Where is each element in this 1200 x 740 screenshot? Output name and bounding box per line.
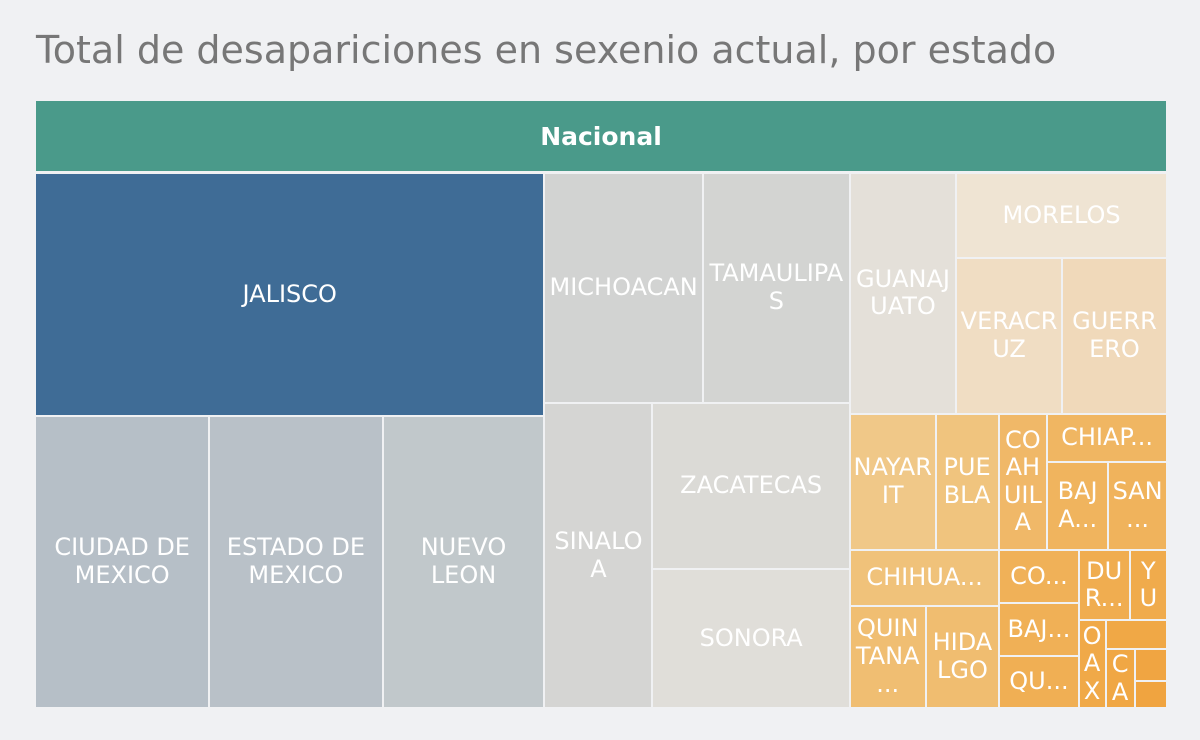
- tile: GUERRERO: [1062, 258, 1166, 413]
- tile: JALISCO: [36, 174, 544, 416]
- tile-label: SONORA: [699, 623, 803, 652]
- tile-label: HIDALGO: [932, 628, 993, 684]
- tile: COAHUILA: [999, 414, 1047, 549]
- tile-label: COAHUILA: [1003, 425, 1042, 537]
- tile-label: MICHOACAN: [549, 273, 698, 302]
- tile: OAX: [1079, 621, 1105, 707]
- tile: GUANAJUATO: [850, 174, 956, 413]
- treemap: JALISCO CIUDAD DE MEXICO ESTADO DE MEXICO N…: [35, 173, 1167, 708]
- tile: [1135, 650, 1166, 680]
- tile: VERACRUZ: [957, 258, 1061, 413]
- tile-label: MORELOS: [1002, 200, 1121, 229]
- tile: QU...: [1000, 656, 1078, 707]
- tile-label: JALISCO: [242, 279, 337, 308]
- tile: MICHOACAN: [545, 174, 702, 403]
- tile: PUEBLA: [936, 414, 998, 549]
- tile: NAYARIT: [850, 414, 935, 549]
- tile: [1106, 621, 1166, 649]
- tile: NUEVO LEON: [383, 417, 544, 707]
- tile: HIDALGO: [926, 606, 999, 707]
- tile-label: ESTADO DE MEXICO: [226, 533, 366, 590]
- tile: QUINTANA...: [850, 606, 925, 707]
- tile: SAN...: [1109, 463, 1166, 549]
- tile: YU: [1130, 550, 1166, 620]
- chart-title: Total de desapariciones en sexenio actua…: [36, 28, 1057, 72]
- tile-label: OAX: [1082, 621, 1102, 706]
- tile: BAJ...: [1000, 604, 1078, 655]
- tile-label: CIUDAD DE MEXICO: [54, 533, 190, 590]
- tile-label: SAN...: [1112, 477, 1163, 533]
- tile-label: YU: [1139, 556, 1158, 613]
- tile-label: VERACRUZ: [960, 307, 1058, 363]
- tile: TAMAULIPAS: [703, 174, 849, 403]
- tile-label: BAJA...: [1057, 477, 1098, 533]
- tile-label: GUERRERO: [1072, 307, 1157, 363]
- tile-label: CO...: [1010, 561, 1068, 590]
- tile-label: QUINTANA...: [855, 614, 920, 698]
- tile: SINALOA: [545, 404, 652, 707]
- tile: CA: [1106, 650, 1134, 707]
- tile: BAJA...: [1048, 463, 1108, 549]
- tile-label: DUR...: [1084, 556, 1124, 613]
- tile: CO...: [1000, 550, 1078, 603]
- tile-label: TAMAULIPAS: [709, 259, 844, 316]
- tile-label: CHIAP...: [1061, 423, 1153, 452]
- tile-label: PUEBLA: [943, 453, 991, 509]
- tile-label: NAYARIT: [853, 453, 932, 509]
- tile: DUR...: [1079, 550, 1129, 620]
- tile: [1135, 681, 1166, 707]
- tile: CHIAP...: [1048, 414, 1166, 462]
- tile-label: CHIHUA...: [866, 563, 983, 591]
- tile: CHIHUA...: [850, 550, 999, 605]
- root-node: Nacional: [36, 101, 1166, 171]
- tile-label: GUANAJUATO: [855, 264, 950, 321]
- tile: MORELOS: [957, 174, 1166, 257]
- tile-label: ZACATECAS: [680, 471, 823, 500]
- tile: ESTADO DE MEXICO: [210, 417, 382, 707]
- tile-label: NUEVO LEON: [420, 533, 507, 590]
- tile-label: SINALOA: [554, 526, 643, 583]
- tile-label: CA: [1111, 650, 1129, 706]
- tile: ZACATECAS: [653, 404, 849, 569]
- tile: CIUDAD DE MEXICO: [36, 417, 209, 707]
- tile-label: QU...: [1009, 667, 1069, 696]
- tile: SONORA: [653, 570, 849, 707]
- tile-label: BAJ...: [1007, 614, 1071, 643]
